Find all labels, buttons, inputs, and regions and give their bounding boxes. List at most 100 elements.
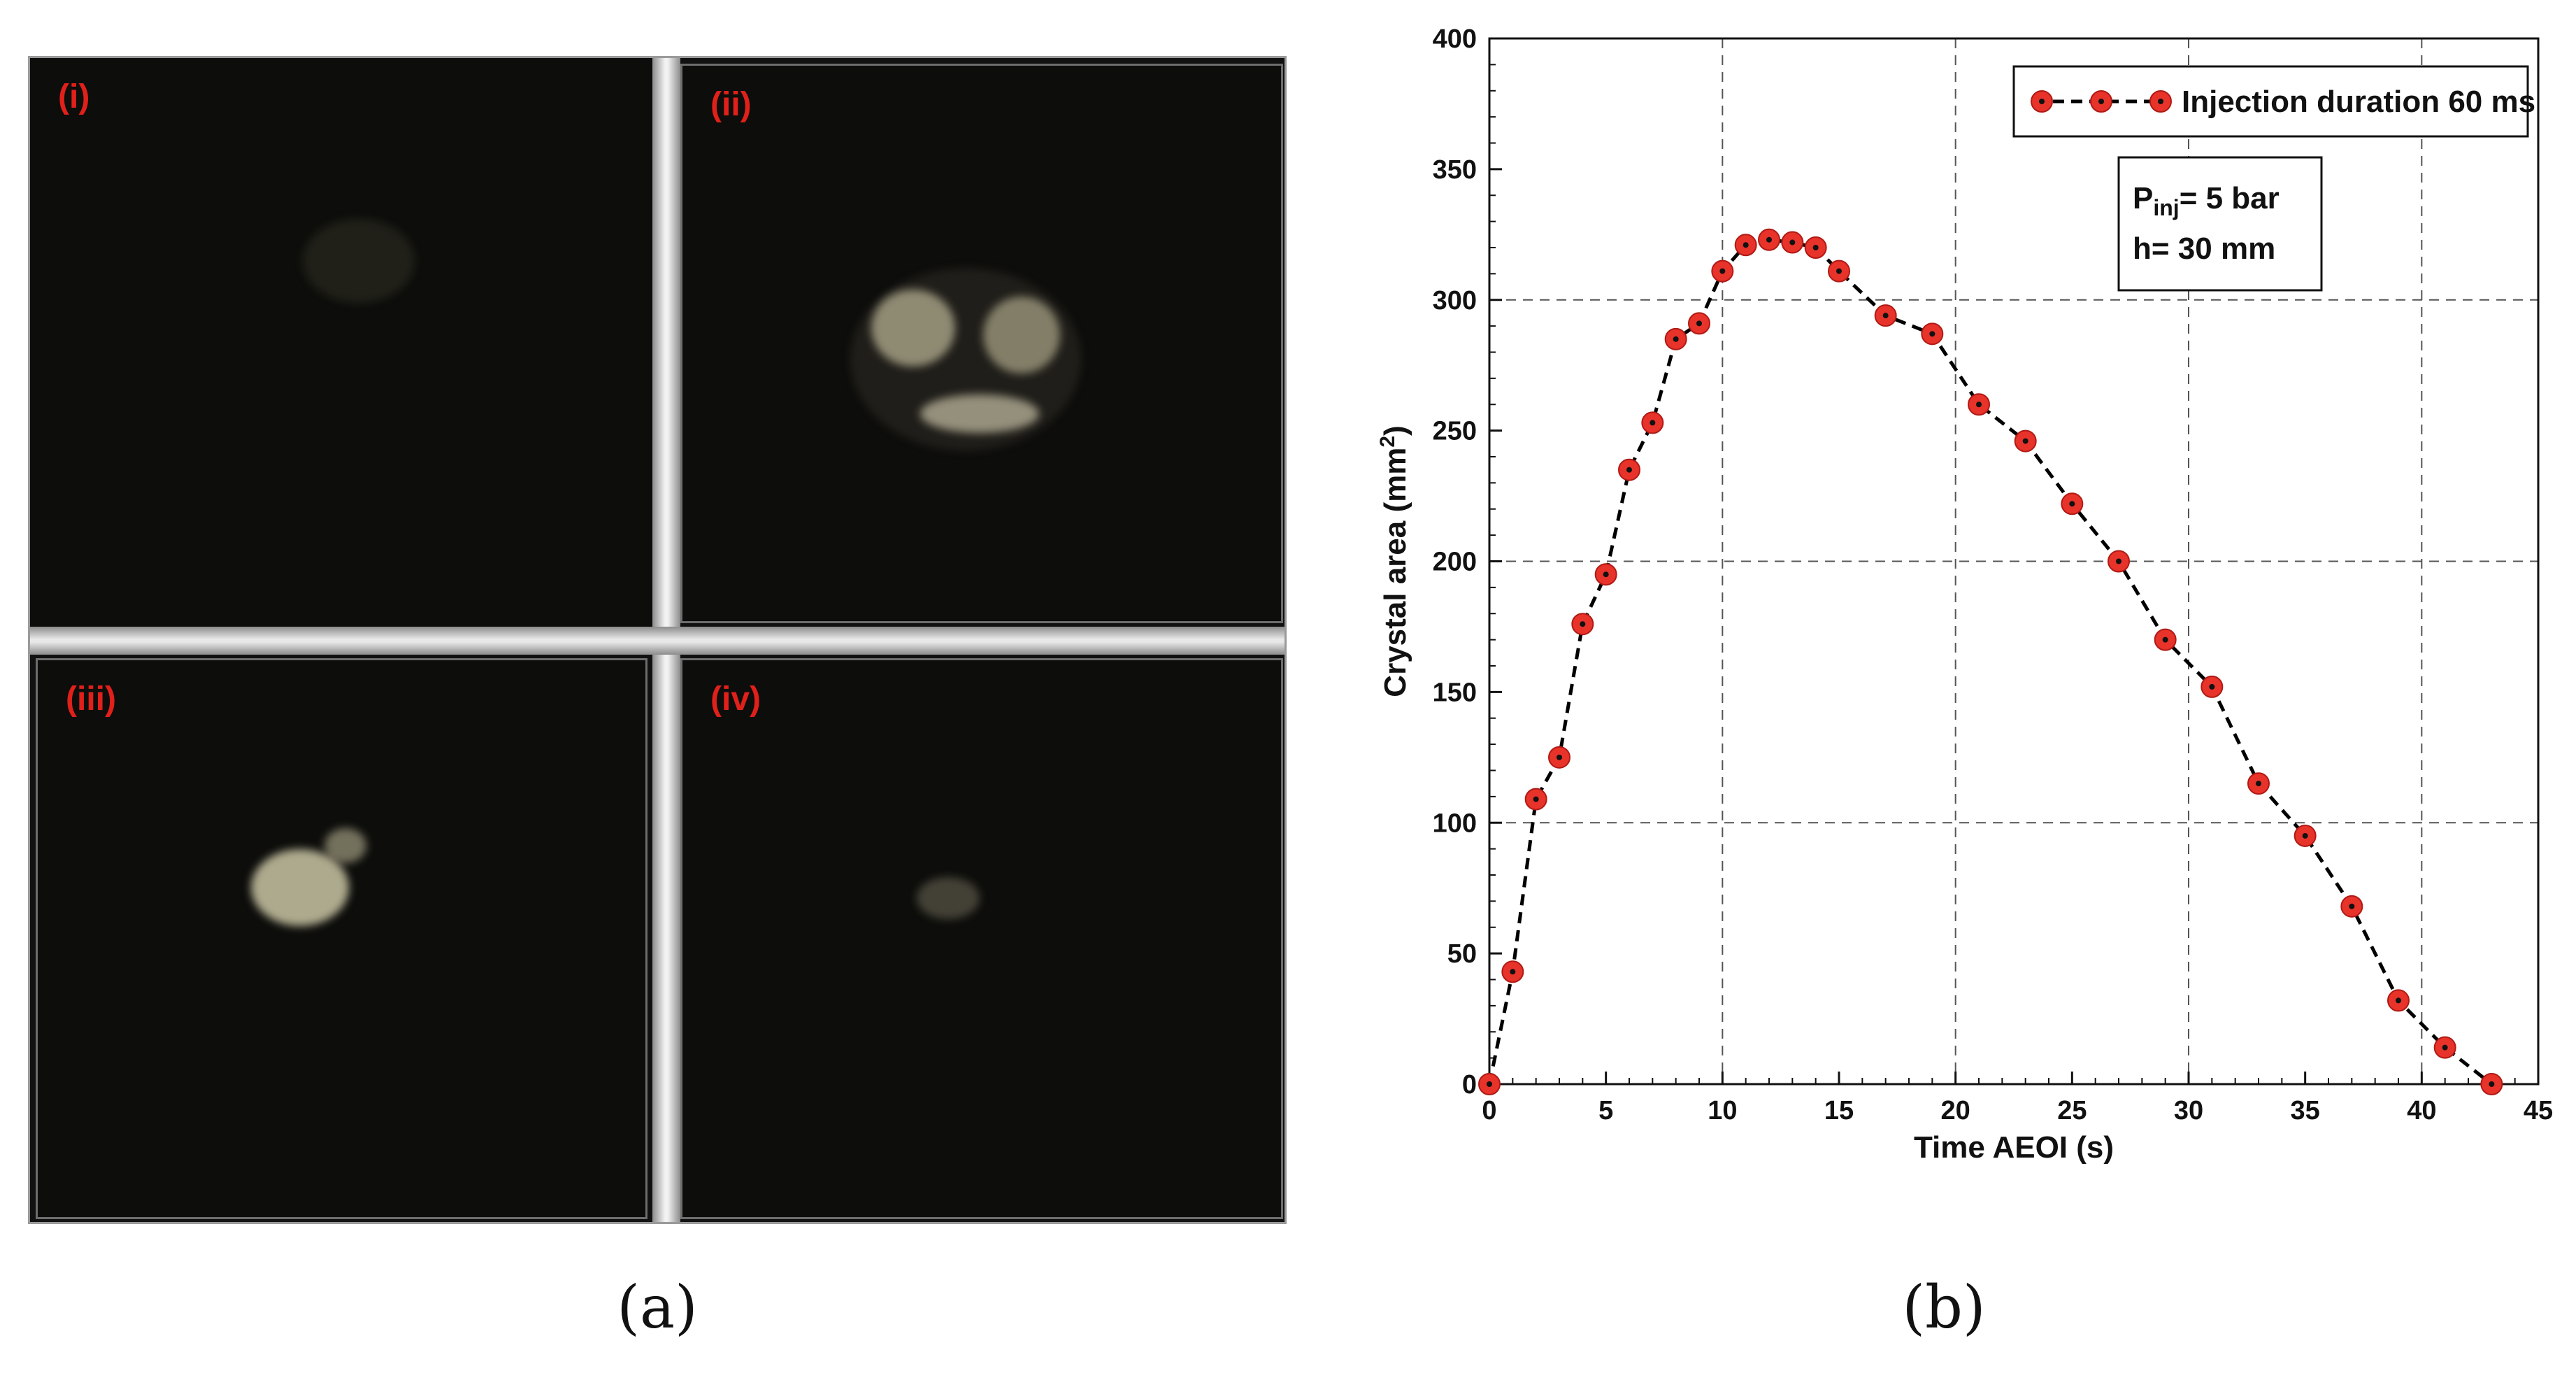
data-point [1594,563,1617,586]
data-point [2247,772,2270,795]
crystal-ring [850,269,1081,450]
y-tick-label: 250 [1433,417,1477,446]
horizontal-divider [30,627,1285,655]
crystal-region [917,877,980,919]
data-point [1781,231,1804,254]
faint-crystal-shape [303,219,415,303]
x-tick-label: 5 [1598,1096,1613,1125]
data-point [2108,550,2130,573]
photo-i: (i) [30,58,652,627]
data-point-center [1603,571,1609,578]
data-point-center [1557,754,1562,760]
data-point [1548,746,1570,769]
legend-box [2012,65,2529,138]
data-point-center [1533,796,1539,802]
y-tick-label: 200 [1433,548,1477,577]
legend-marker-center [2039,99,2045,104]
data-point-center [2256,781,2261,787]
data-point-center [2442,1044,2448,1051]
photo-label: (i) [58,78,90,115]
y-axis-title-end: ) [1378,425,1412,436]
data-point-center [1487,1081,1492,1087]
data-point [1828,259,1850,283]
data-point-center [1743,242,1749,248]
crystal-region [251,849,349,926]
p-subscript: inj [2153,195,2179,220]
grid-lines [1489,38,2538,1084]
condition-annotation: Pinj= 5 bar h= 30 mm [2117,156,2323,292]
data-point [1874,304,1897,327]
data-point-center [1650,420,1656,426]
data-point [1711,259,1734,283]
data-point [2061,492,2084,515]
data-point-center [2116,558,2121,564]
legend: Injection duration 60 ms [2012,65,2535,138]
crystal-region-bottom [920,394,1039,433]
data-point [2201,675,2224,698]
data-point-center [1696,320,1702,327]
data-point-center [2069,501,2075,507]
x-tick-label: 30 [2174,1096,2203,1125]
data-point [2014,429,2037,453]
data-point [1688,312,1710,335]
height-label: h= 30 mm [2133,232,2275,266]
y-tick-label: 150 [1433,678,1477,707]
injection-pressure-label: Pinj= 5 bar [2133,181,2280,220]
data-point-center [2022,438,2028,444]
photo-label: (iii) [66,681,116,718]
data-point [2154,628,2177,651]
photo-grid: (i) (ii) (iii) (iv) [28,56,1287,1224]
photo-ii: (ii) [680,64,1283,623]
y-tick-label: 0 [1462,1070,1477,1100]
crystal-area-chart: 0 5 10 15 20 25 30 35 40 45 0 50 100 150 200 250 300 350 4… [1376,24,2553,1165]
data-point [1618,458,1640,481]
data-point [1804,236,1827,259]
data-point [2433,1036,2456,1059]
panel-caption-a: (a) [617,1273,698,1342]
x-axis-title: Time AEOI (s) [1914,1130,2114,1165]
x-tick-label: 25 [2057,1096,2087,1125]
data-point-center [2349,903,2355,909]
data-point-center [1673,336,1679,342]
data-point-center [1580,621,1586,627]
x-tick-label: 40 [2407,1096,2436,1125]
photo-label: (ii) [710,86,752,123]
photo-label: (iv) [710,681,761,718]
panel-caption-b: (b) [1902,1273,1986,1342]
series-line [1487,238,2493,1086]
annotation-box [2117,156,2323,292]
y-tick-label: 50 [1447,939,1477,969]
crystal-region-right [983,297,1060,374]
data-point-center [1626,467,1632,473]
series-injection-60ms [1478,228,2503,1095]
data-point-center [1766,236,1772,243]
x-tick-label: 20 [1941,1096,1970,1125]
y-tick-label: 400 [1433,24,1477,54]
y-axis-title-main: Crystal area (mm [1378,448,1412,697]
data-point [2387,989,2410,1012]
x-tick-label: 15 [1824,1096,1854,1125]
data-point [2340,895,2363,918]
data-point [1524,788,1547,811]
y-axis-title: Crystal area (mm2) [1376,425,1412,697]
data-point-center [1976,401,1982,408]
data-point [1501,960,1524,983]
data-point [1734,234,1757,257]
photo-iv: (iv) [680,658,1283,1219]
data-point [1571,613,1594,636]
data-point [1968,393,1990,416]
data-point-center [1836,268,1842,274]
x-tick-label: 45 [2524,1096,2553,1125]
data-point [1478,1073,1501,1095]
y-tick-label: 350 [1433,155,1477,185]
data-point [1641,411,1664,434]
data-point-center [1882,313,1889,319]
photo-iii: (iii) [36,658,647,1219]
legend-line-sample [2031,90,2172,113]
data-point-center [1789,239,1796,246]
legend-marker-center [2158,99,2163,104]
data-point-center [1510,969,1516,975]
data-point [1758,228,1780,251]
data-point-center [2302,832,2308,839]
y-axis-title-sup: 2 [1376,436,1399,448]
